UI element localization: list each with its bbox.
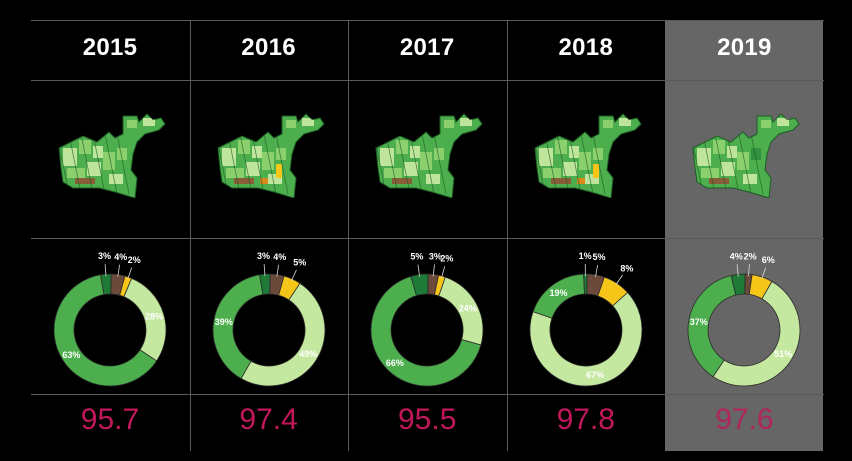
donut-slice: [258, 273, 271, 295]
score-value: 97.8: [556, 403, 615, 436]
donut-slice-label: 66%: [386, 358, 404, 368]
score-value: 97.4: [239, 403, 298, 436]
field-map-image: [375, 113, 483, 198]
donut-slice-label: 8%: [620, 263, 633, 273]
donut-slice-label: 4%: [730, 251, 743, 261]
donut-slice-label: 39%: [214, 317, 232, 327]
year-label: 2019: [717, 34, 772, 61]
donut-slice: [53, 274, 158, 387]
score-value: 97.6: [715, 403, 774, 436]
donut-slice: [410, 273, 429, 297]
donut-slice-label: 1%: [578, 251, 591, 261]
year-column-2017: 2017 3% 2% 24% 66% 5% 95.5: [348, 20, 506, 451]
donut-slice-label: 51%: [775, 349, 793, 359]
score-value: 95.5: [397, 403, 457, 436]
donut-slice-label: 2%: [128, 255, 141, 265]
field-map-image: [692, 113, 801, 198]
donut-slice-label: 49%: [299, 349, 317, 359]
composition-donut-chart: 4% 2% 28% 63% 3%: [53, 251, 167, 387]
donut-slice-label: 5%: [411, 252, 424, 262]
donut-slice: [731, 273, 746, 296]
donut-slice: [582, 273, 588, 295]
row-divider: [31, 80, 824, 81]
donut-slice-label: 3%: [98, 251, 111, 261]
donut-slice-label: 6%: [762, 255, 775, 265]
donut-slice: [712, 280, 801, 387]
donut-slice-label: 37%: [690, 317, 708, 327]
row-divider: [31, 238, 824, 239]
donut-slice: [240, 282, 325, 387]
year-column-2016: 2016 4% 5% 49% 39% 3% 97.4: [190, 20, 348, 451]
donut-slice-label: 4%: [114, 252, 127, 262]
year-label: 2017: [399, 34, 455, 61]
field-map-image: [534, 113, 642, 198]
column-divider: [506, 20, 508, 451]
donut-slice: [100, 273, 112, 295]
composition-donut-chart: 5% 8% 67% 19% 1%: [529, 251, 643, 387]
composition-donut-chart: 3%2% 24% 66% 5%: [370, 251, 484, 387]
year-label: 2015: [82, 34, 138, 61]
donut-slice-label: 67%: [586, 370, 604, 380]
donut-slice-label: 5%: [293, 258, 306, 268]
score-value: 95.7: [80, 403, 140, 436]
year-column-2019: 2019 2% 6% 51% 37% 4% 97.6: [665, 20, 824, 451]
year-label: 2018: [558, 34, 614, 61]
donut-slice-label: 28%: [145, 312, 163, 322]
donut-slice-label: 3%: [257, 251, 270, 261]
donut-slice: [212, 274, 264, 380]
column-divider: [348, 20, 350, 451]
donut-slice-label: 3%: [429, 251, 442, 261]
donut-slice-label: 2%: [441, 254, 454, 264]
composition-donut-chart: 4% 5% 49% 39% 3%: [212, 251, 325, 387]
field-map-image: [217, 113, 325, 198]
donut-slice: [370, 275, 482, 387]
donut-slice-label: 5%: [592, 252, 605, 262]
donut-slice-label: 63%: [62, 350, 80, 360]
donut-slice: [529, 291, 643, 387]
donut-slice-label: 4%: [273, 252, 286, 262]
donut-slice-label: 2%: [744, 251, 757, 261]
row-divider: [31, 20, 824, 21]
row-divider: [31, 394, 824, 395]
donut-slice-label: 19%: [549, 288, 567, 298]
field-map-image: [58, 113, 166, 198]
year-column-2015: 2015 4% 2% 28% 63% 3% 95.7: [31, 20, 189, 451]
column-divider: [189, 20, 191, 451]
comparison-grid: 2015 4% 2% 28% 63% 3% 95.7 2016 4% 5% 49% 39% 3% 97.4…: [31, 20, 824, 451]
donut-slice-label: 24%: [459, 304, 477, 314]
year-column-2018: 2018 5% 8% 67% 19% 1% 97.8: [507, 20, 665, 451]
composition-donut-chart: 2% 6% 51% 37% 4%: [687, 251, 801, 387]
year-label: 2016: [241, 34, 296, 61]
